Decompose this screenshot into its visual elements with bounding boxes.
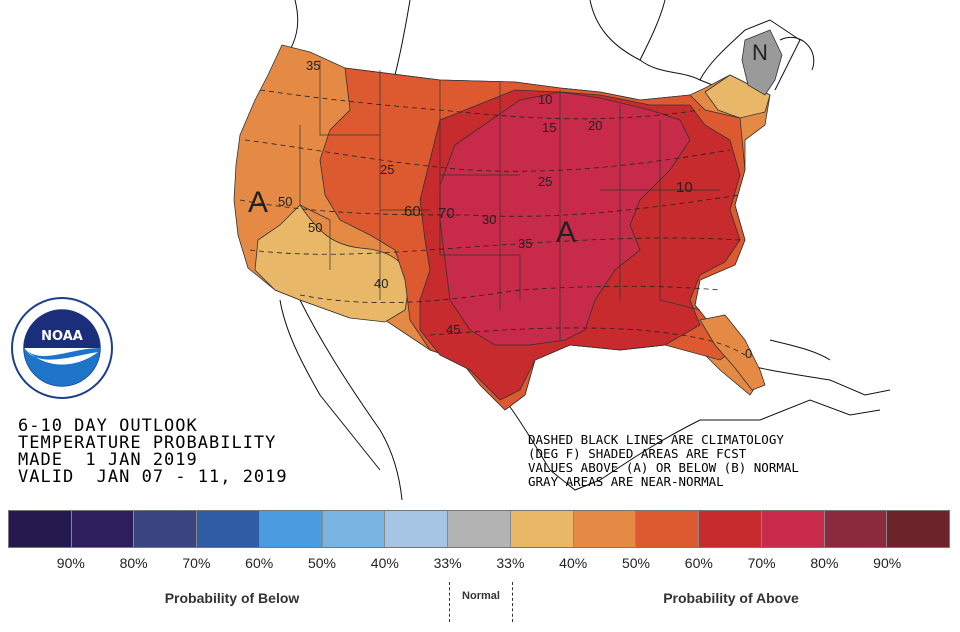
note-line-1: DASHED BLACK LINES ARE CLIMATOLOGY — [528, 432, 784, 447]
isotherm-label: 50 — [308, 220, 322, 235]
legend-percent-label: 40% — [370, 555, 399, 571]
isotherm-label: 70 — [438, 205, 455, 222]
legend-percent-label: 60% — [245, 555, 274, 571]
legend-swatch — [887, 511, 950, 547]
forecast-map: 35 25 50 50 60 70 30 40 45 35 25 10 15 2… — [233, 0, 891, 501]
note-line-3: VALUES ABOVE (A) OR BELOW (B) NORMAL — [528, 460, 799, 475]
isotherm-label: 35 — [306, 58, 320, 73]
legend-percent-label: 70% — [747, 555, 776, 571]
isotherm-label: 10 — [538, 92, 552, 107]
isotherm-label: 25 — [380, 162, 394, 177]
isotherm-label: 50 — [278, 194, 292, 209]
legend-percent-label: 70% — [182, 555, 211, 571]
legend-percent-label: 80% — [810, 555, 839, 571]
title-line-3: MADE 1 JAN 2019 — [18, 450, 198, 470]
logo-text: NOAA — [41, 329, 83, 344]
legend-swatch — [197, 511, 260, 547]
legend-percent-label: 50% — [307, 555, 337, 571]
above-marker-central: A — [556, 216, 576, 249]
isotherm-label: 40 — [374, 276, 388, 291]
isotherm-label: 60 — [404, 203, 421, 220]
legend-divider-right — [512, 582, 513, 622]
isotherm-label: 45 — [446, 322, 460, 337]
legend-swatch — [134, 511, 198, 547]
region-40pct — [254, 204, 411, 323]
legend-swatch — [71, 511, 135, 547]
legend-swatch — [448, 511, 511, 547]
legend-percent-label: 90% — [56, 555, 85, 571]
isotherm-label: 10 — [676, 179, 693, 196]
note-line-4: GRAY AREAS ARE NEAR-NORMAL — [528, 474, 724, 489]
legend-swatch — [636, 511, 700, 547]
note-line-2: (DEG F) SHADED AREAS ARE FCST — [528, 446, 747, 461]
legend-below-label: Probability of Below — [164, 590, 300, 606]
title-line-4: VALID JAN 07 - 11, 2019 — [18, 467, 288, 487]
region-40pct-ne — [704, 74, 771, 119]
region-80pct — [439, 91, 691, 346]
region-near-normal — [741, 29, 783, 96]
legend-swatch — [824, 511, 888, 547]
legend-swatch — [510, 511, 574, 547]
legend-swatch — [385, 511, 449, 547]
climatology-isotherms — [239, 89, 746, 356]
florida — [699, 314, 766, 391]
legend-divider-left — [449, 582, 450, 622]
legend-swatch — [573, 511, 637, 547]
legend-color-bar — [8, 510, 950, 548]
above-marker-west: A — [248, 186, 268, 219]
noaa-logo: NOAA — [11, 297, 113, 399]
legend-normal-label: Normal — [462, 590, 500, 602]
legend-percent-label: 33% — [496, 555, 525, 571]
legend-percent-label: 60% — [684, 555, 713, 571]
legend-swatch — [761, 511, 825, 547]
legend-swatch — [9, 511, 72, 547]
near-normal-marker: N — [752, 40, 768, 65]
isotherm-label: 0 — [745, 346, 752, 361]
isotherm-label: 15 — [542, 120, 556, 135]
title-line-1: 6-10 DAY OUTLOOK — [18, 416, 198, 436]
legend-percent-label: 80% — [119, 555, 148, 571]
legend-swatch — [322, 511, 386, 547]
isotherm-label: 30 — [482, 212, 496, 227]
legend-percent-label: 33% — [433, 555, 462, 571]
isotherm-label: 20 — [588, 118, 602, 133]
state-lines — [299, 60, 720, 340]
legend-swatch — [699, 511, 762, 547]
legend-percent-label: 50% — [621, 555, 651, 571]
legend-swatch — [259, 511, 323, 547]
isotherm-label: 35 — [518, 236, 532, 251]
legend-above-label: Probability of Above — [663, 590, 799, 606]
title-line-2: TEMPERATURE PROBABILITY — [18, 433, 277, 453]
legend-percent-label: 40% — [559, 555, 588, 571]
isotherm-label: 25 — [538, 174, 552, 189]
legend-percent-label: 90% — [873, 555, 902, 571]
